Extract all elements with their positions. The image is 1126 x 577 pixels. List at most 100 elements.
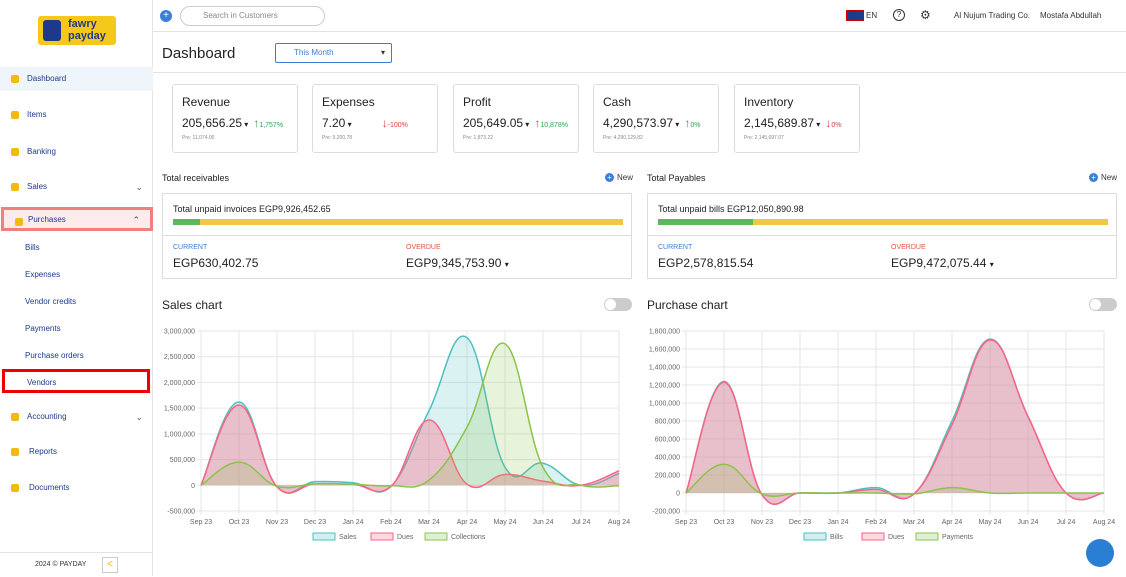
line <box>200 342 620 489</box>
nav-item[interactable]: Banking <box>0 140 153 164</box>
kpi-change: 0% <box>684 122 700 129</box>
kpi-change: 1,757% <box>253 122 283 129</box>
x-tick-label: Dec 23 <box>789 519 811 526</box>
nav-subitem[interactable]: Bills <box>25 243 40 252</box>
flag-icon <box>846 10 864 21</box>
current-amount: EGP2,578,815.54 <box>658 256 754 270</box>
legend-swatch <box>424 532 448 541</box>
toggle[interactable] <box>1089 298 1117 311</box>
nav-item[interactable]: Purchases ⌃ <box>1 207 153 231</box>
nav-subitem[interactable]: Vendors <box>2 369 150 393</box>
kpi-card: Profit 205,649.05 10,878% Pre: 1,873.22 <box>453 84 579 153</box>
chart-title: Sales chart <box>162 298 223 312</box>
x-tick-label: Sep 23 <box>675 519 697 526</box>
nav-item[interactable]: Documents <box>0 476 153 500</box>
overdue-value: EGP9,472,075.44 <box>891 256 987 270</box>
y-tick-label: -200,000 <box>652 509 680 516</box>
section-title: Total Payables <box>647 173 706 183</box>
payables-box: Total unpaid bills EGP12,050,890.98 CURR… <box>647 193 1117 279</box>
logo[interactable]: fawry payday <box>38 16 116 45</box>
x-tick-label: May 24 <box>494 519 517 526</box>
period-select[interactable]: This Month ▾ <box>275 43 392 63</box>
kpi-change: 10,878% <box>534 122 568 129</box>
x-tick-label: Nov 23 <box>266 519 288 526</box>
toggle[interactable] <box>604 298 632 311</box>
new-button[interactable]: New <box>605 173 633 182</box>
x-tick-label: Feb 24 <box>380 519 402 526</box>
kpi-value[interactable]: 205,649.05 <box>463 116 529 130</box>
kpi-card: Inventory 2,145,689.87 0% Pre: 2,145,697.07 <box>734 84 860 153</box>
y-tick-label: 1,800,000 <box>649 329 680 336</box>
collapse-button[interactable]: < <box>102 557 118 573</box>
area <box>201 343 619 488</box>
user[interactable]: Mostafa Abdullah <box>1040 11 1102 20</box>
nav-subitem[interactable]: Purchase orders <box>25 351 84 360</box>
current-label: CURRENT <box>173 244 208 251</box>
chart-title: Purchase chart <box>647 298 728 312</box>
area <box>201 336 619 493</box>
nav-subitem[interactable]: Vendor credits <box>25 297 77 306</box>
overdue-label: OVERDUE <box>891 244 926 251</box>
y-tick-label: -500,000 <box>167 509 195 516</box>
settings-icon[interactable]: ⚙ <box>920 8 931 22</box>
x-tick-label: Aug 24 <box>1093 519 1115 526</box>
kpi-previous: Pre: 4,290,129.82 <box>603 135 643 141</box>
current-label: CURRENT <box>658 244 693 251</box>
x-tick-label: Dec 23 <box>304 519 326 526</box>
legend-label: Dues <box>888 534 905 541</box>
x-tick-label: Mar 24 <box>418 519 440 526</box>
overdue-amount[interactable]: EGP9,345,753.90 ▾ <box>406 256 509 270</box>
period-label: This Month <box>294 48 334 57</box>
kpi-value[interactable]: 7.20 <box>322 116 352 130</box>
overdue-amount[interactable]: EGP9,472,075.44 ▾ <box>891 256 994 270</box>
nav-label: Purchases <box>28 215 66 224</box>
new-button[interactable]: New <box>1089 173 1117 182</box>
language[interactable]: EN <box>866 11 878 20</box>
legend-swatch <box>370 532 394 541</box>
search-box[interactable]: Search in Customers <box>180 6 325 26</box>
kpi-name: Inventory <box>744 95 794 109</box>
nav-item[interactable]: Dashboard <box>0 67 153 91</box>
kpi-previous: Pre: 1,873.22 <box>463 135 494 141</box>
kpi-value[interactable]: 2,145,689.87 <box>744 116 820 130</box>
y-tick-label: 1,400,000 <box>649 365 680 372</box>
overdue-value: EGP9,345,753.90 <box>406 256 502 270</box>
x-tick-label: Jan 24 <box>827 519 848 526</box>
receivables-box: Total unpaid invoices EGP9,926,452.65 CU… <box>162 193 632 279</box>
y-tick-label: 1,000,000 <box>164 431 195 438</box>
topbar: + Search in Customers EN ? ⚙ Al Nujum Tr… <box>153 0 1126 32</box>
y-tick-label: 0 <box>191 483 195 490</box>
sidebar: fawry payday Dashboard Items Banking Sale… <box>0 0 153 576</box>
kpi-value[interactable]: 4,290,573.97 <box>603 116 679 130</box>
nav-subitem[interactable]: Expenses <box>25 270 61 279</box>
area <box>686 464 1104 497</box>
section-title: Total receivables <box>162 173 230 183</box>
y-tick-label: 600,000 <box>655 437 680 444</box>
legend-label: Payments <box>942 534 974 541</box>
kpi-name: Profit <box>463 95 492 109</box>
legend-label: Collections <box>451 534 486 541</box>
nav-item[interactable]: Accounting ⌄ <box>0 405 153 429</box>
help-icon[interactable]: ? <box>893 9 905 21</box>
current-amount: EGP630,402.75 <box>173 256 259 270</box>
logo-text: payday <box>68 30 106 42</box>
kpi-name: Revenue <box>182 95 231 109</box>
y-tick-label: 0 <box>676 491 680 498</box>
chat-button[interactable] <box>1086 539 1114 567</box>
y-tick-label: 1,500,000 <box>164 406 195 413</box>
company[interactable]: Al Nujum Trading Co. <box>954 11 1031 20</box>
nav-item[interactable]: Sales ⌄ <box>0 175 153 199</box>
footer: 2024 © PAYDAY <box>0 552 153 576</box>
legend-swatch <box>861 532 885 541</box>
kpi-value[interactable]: 205,656.25 <box>182 116 248 130</box>
nav-item[interactable]: Items <box>0 103 153 127</box>
x-tick-label: Jul 24 <box>1057 519 1076 526</box>
x-tick-label: Jul 24 <box>572 519 591 526</box>
kpi-change: 0% <box>825 122 841 129</box>
y-tick-label: 1,000,000 <box>649 401 680 408</box>
nav-subitem[interactable]: Payments <box>25 324 61 333</box>
x-tick-label: Apr 24 <box>457 519 478 526</box>
add-button[interactable]: + <box>160 10 172 22</box>
nav-item[interactable]: Reports <box>0 440 153 464</box>
